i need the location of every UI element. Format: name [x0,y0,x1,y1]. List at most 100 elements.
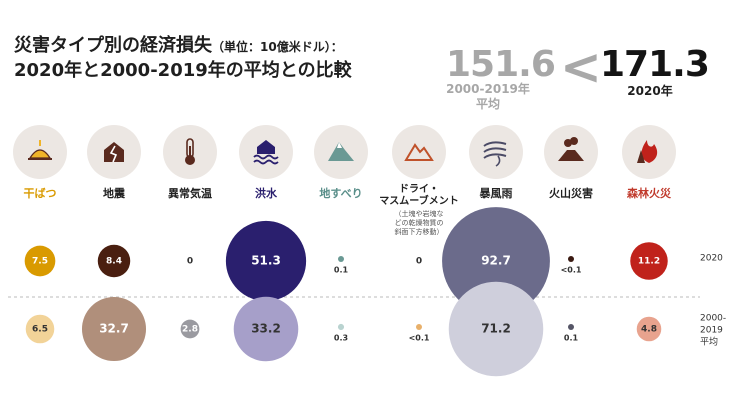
bubble [338,256,344,262]
drought-icon [28,140,52,160]
less-than-symbol: < [560,38,602,96]
category-column: 洪水 [239,125,293,200]
bubble [180,319,200,339]
title-unit: （単位：10億米ドル）： [212,40,343,54]
row-label-average: 平均 [700,336,718,348]
value-label: 0.1 [334,266,349,275]
storm-wind [483,153,507,159]
flood-icon [253,140,279,165]
volcano-icon [558,137,584,161]
category-label: 異常気温 [168,186,212,200]
flame-shape [641,140,658,163]
category-label: 地すべり [319,186,362,200]
bubble [81,296,147,362]
value-label: 4.8 [641,325,657,335]
row-label-average: 2000- [700,314,726,324]
category-sublabel: どの乾燥物質の [395,218,444,227]
value-label: 2.8 [182,325,198,335]
bubble [568,256,574,262]
category-sublabel: 斜面下方移動） [395,227,444,236]
row-label-average: 2019 [700,326,723,336]
bubble [97,244,131,278]
bubble [442,207,550,315]
category-column: 異常気温 [163,125,217,200]
value-label: 71.2 [481,322,511,336]
mountain-icon [404,143,434,161]
category-column: 地すべり [314,125,368,200]
thermometer-bulb [185,155,195,165]
bubble [630,242,668,280]
bubble [568,324,574,330]
bubble [448,281,544,377]
landslide-icon [328,142,354,161]
category-column: 干ばつ [13,125,67,200]
value-label: 0 [416,257,422,267]
flood-house [257,140,275,154]
flood-wave [253,154,279,160]
bubble [636,316,662,342]
value-label: 33.2 [251,322,281,336]
category-label: 暴風雨 [479,187,513,200]
value-label: 8.4 [106,257,122,267]
value-label: 7.5 [32,257,48,267]
bubble [337,323,345,331]
bubble [416,324,422,330]
bubble [25,314,55,344]
title-line1: 災害タイプ別の経済損失 [14,35,212,56]
storm-wind [483,147,507,153]
mountain-shape [404,143,434,161]
volcano-smoke [570,137,578,145]
category-label: ドライ・ [399,183,439,195]
category-column: 森林火災 [622,125,676,200]
category-label: マスムーブメント [379,194,458,207]
category-label: 火山災害 [549,186,593,200]
average-label-line1: 2000-2019年 [446,82,530,96]
house-shape [104,142,124,162]
category-icon-circle [469,125,523,179]
category-sublabel: （土塊や岩塊な [395,209,444,218]
value-label: 6.5 [32,325,48,335]
storm-icon [483,141,507,167]
category-label: 地震 [103,186,126,200]
value-label: 0 [187,257,193,267]
value-label: 32.7 [99,322,129,336]
bubble [24,245,56,277]
value-label: 0.3 [334,334,348,343]
value-label: 0.1 [564,334,579,343]
category-label: 森林火災 [627,186,672,200]
value-label: <0.1 [561,266,582,275]
average-total: 151.6 [446,44,556,85]
current-total: 171.3 [600,44,710,85]
title-line2: 2020年と2000-2019年の平均との比較 [14,60,352,81]
drought-shape [28,149,52,159]
tree-shape [637,150,645,163]
flood-wave [253,159,279,165]
value-label: 11.2 [638,257,660,267]
category-column: 地震 [87,125,141,200]
crack-shape [109,145,118,163]
landslide-shape [328,142,354,161]
earthquake-icon [104,142,124,163]
average-label-line2: 平均 [475,97,500,111]
value-label: 92.7 [481,254,511,268]
value-label: <0.1 [409,334,430,343]
thermometer-icon [185,138,195,165]
storm-rain [495,155,501,167]
row-label-2020: 2020 [700,254,723,264]
bubble [233,296,299,362]
storm-wind [483,141,507,147]
volcano-shape [558,150,584,161]
bubble [225,220,307,302]
value-label: 51.3 [251,254,281,268]
landslide-snow [337,142,342,148]
category-column: 暴風雨 [469,125,523,200]
category-column: 火山災害 [544,125,598,200]
current-total-label: 2020年 [627,84,673,98]
average-total-label: 2000-2019年 平均 [430,82,546,112]
category-label: 干ばつ [24,186,57,200]
chart-title: 災害タイプ別の経済損失（単位：10億米ドル）： 2020年と2000-2019年… [14,34,352,83]
wildfire-icon [637,140,658,163]
category-label: 洪水 [255,186,278,200]
